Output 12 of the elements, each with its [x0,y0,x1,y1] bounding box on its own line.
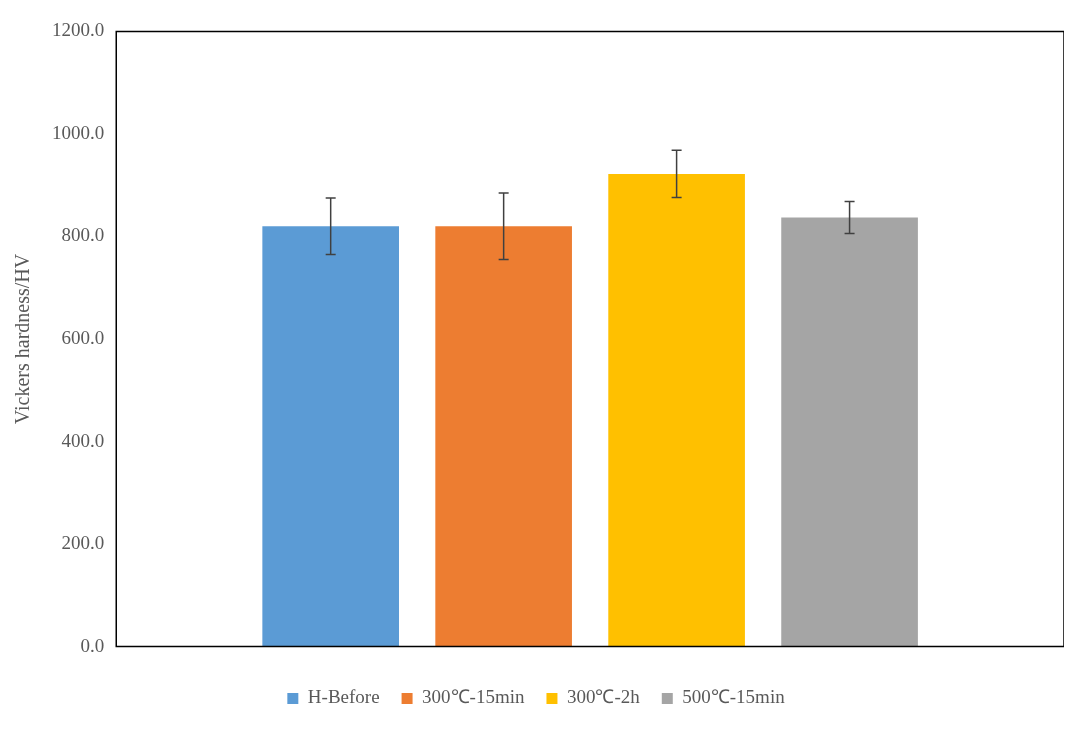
legend-label: 500℃-15min [682,686,786,708]
y-axis-title: Vickers hardness/HV [11,253,34,425]
legend-label: H-Before [307,686,380,708]
y-tick-label: 1000.0 [52,121,105,143]
y-tick-label: 600.0 [61,326,105,348]
y-tick-label: 200.0 [61,532,105,554]
legend-label: 300℃-15min [422,686,525,708]
y-tick-label: 400.0 [61,429,105,451]
y-tick-label: 800.0 [61,224,105,246]
legend-label: 300℃-2h [566,686,641,708]
y-tick-label: 1200.0 [52,19,105,41]
y-tick-label: 0.0 [80,634,105,656]
